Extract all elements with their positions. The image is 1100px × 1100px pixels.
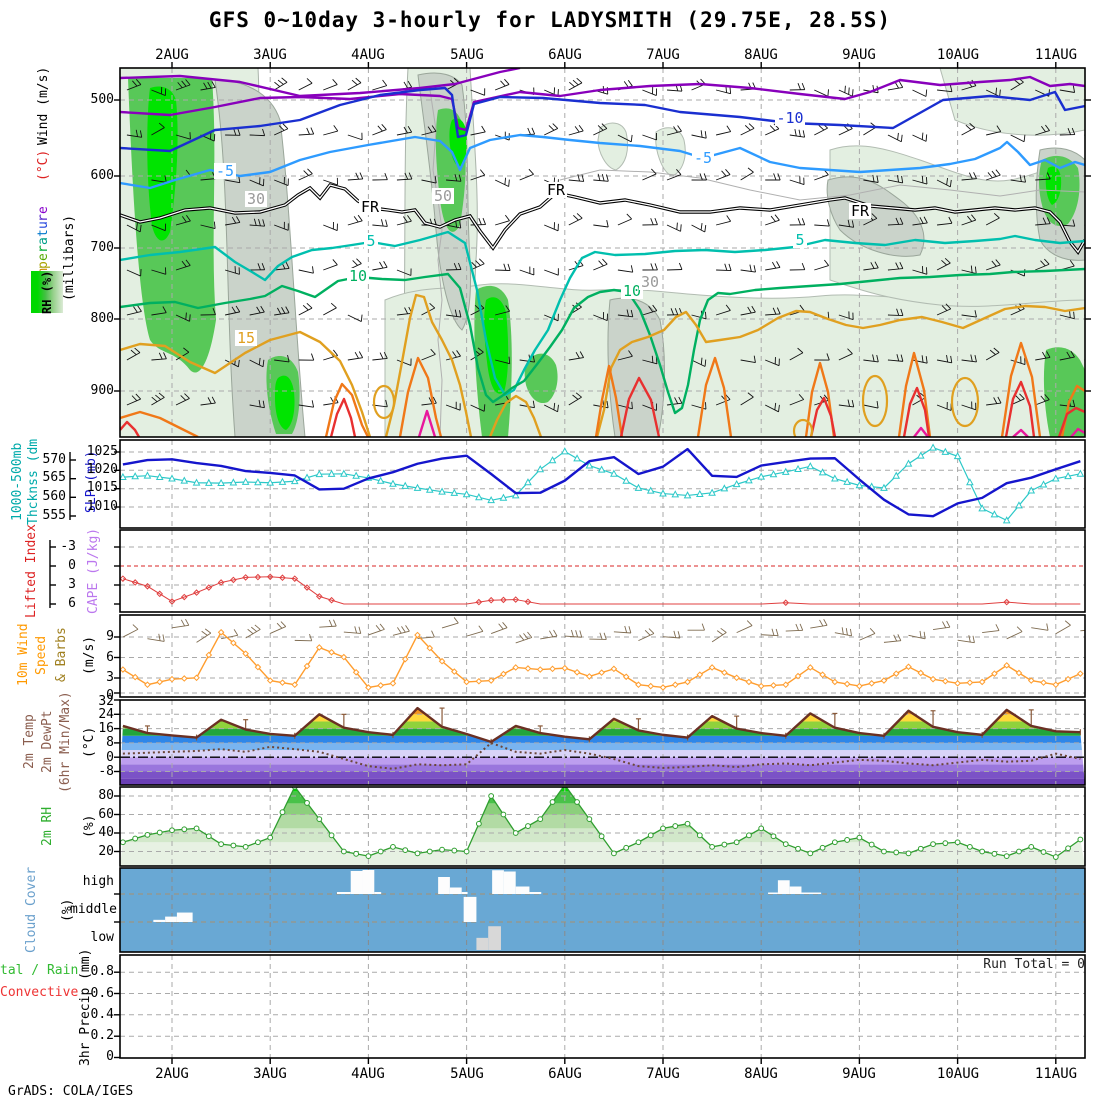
top-date-5aug: 5AUG [450, 47, 484, 63]
rh-tick-60: 60 [98, 807, 114, 822]
slp-tick-1025: 1025 [86, 444, 118, 459]
pressure-tick-700: 700 [90, 240, 114, 255]
cloud-axis-label: Cloud Cover [24, 866, 39, 954]
wind-tick-6: 6 [106, 650, 114, 665]
cloud-row-high: high [82, 874, 114, 889]
svg-text:10: 10 [349, 267, 367, 285]
top-date-3aug: 3AUG [253, 47, 287, 63]
temp-tick-0: 0 [106, 750, 114, 765]
precip-convective-label: Convective [0, 985, 79, 1000]
rh-legend-label: RH (%) [40, 270, 54, 314]
cloud-row-low: low [90, 930, 114, 945]
bottom-date-5aug: 5AUG [450, 1066, 484, 1082]
t2m-axis-label-2: 2m DewPt [40, 710, 55, 774]
bottom-date-3aug: 3AUG [253, 1066, 287, 1082]
thickness-tick-560: 560 [42, 489, 66, 504]
pressure-tick-600: 600 [90, 168, 114, 183]
cape-axis-label: CAPE (J/kg) [86, 527, 101, 615]
rh-legend-swatch: RH (%) [31, 270, 63, 314]
bottom-date-2aug: 2AUG [155, 1066, 189, 1082]
svg-text:10: 10 [623, 282, 641, 300]
t2m-axis-label-3: (6hr Min/Max) [58, 691, 73, 793]
temp-tick-16: 16 [98, 721, 114, 736]
upper-tempunit-axis-label: (°C) [36, 149, 51, 181]
svg-text:-5: -5 [694, 149, 712, 167]
svg-text:-10: -10 [776, 109, 803, 127]
top-date-9aug: 9AUG [842, 47, 876, 63]
precip-tick-02: 0.2 [90, 1028, 114, 1043]
wind10-axis-label-2: Speed [34, 635, 49, 675]
pressure-tick-800: 800 [90, 311, 114, 326]
li-tick-neg3: -3 [60, 539, 76, 554]
thickness-tick-565: 565 [42, 470, 66, 485]
bottom-date-9aug: 9AUG [842, 1066, 876, 1082]
bottom-date-4aug: 4AUG [351, 1066, 385, 1082]
upper-wind-axis-label: Wind (m/s) [36, 66, 51, 146]
svg-text:5: 5 [795, 231, 804, 249]
rh2m-axis-label: 2m RH [40, 806, 55, 846]
svg-text:FR: FR [851, 202, 870, 220]
slp-tick-1015: 1015 [86, 480, 118, 495]
top-date-4aug: 4AUG [351, 47, 385, 63]
thickness-tick-555: 555 [42, 508, 66, 523]
precip-tick-0: 0 [106, 1049, 114, 1064]
top-date-8aug: 8AUG [744, 47, 778, 63]
lifted-index-axis-label: Lifted Index [24, 524, 39, 618]
svg-text:-5: -5 [216, 162, 234, 180]
temp-tick-24: 24 [98, 707, 114, 722]
top-date-10aug: 10AUG [936, 47, 980, 63]
svg-text:15: 15 [237, 329, 255, 347]
top-date-11aug: 11AUG [1034, 47, 1078, 63]
wind-tick-9: 9 [106, 629, 114, 644]
thickness-tick-570: 570 [42, 452, 66, 467]
pressure-axis-label: (millibars) [62, 214, 77, 301]
temp-tick-32: 32 [98, 694, 114, 709]
wind10-axis-label-3: & Barbs [54, 627, 69, 683]
top-date-2aug: 2AUG [155, 47, 189, 63]
temp-tick-neg8: -8 [98, 764, 114, 779]
precip-tick-08: 0.8 [90, 964, 114, 979]
svg-text:FR: FR [361, 198, 380, 216]
svg-text:FR: FR [547, 181, 566, 199]
top-date-7aug: 7AUG [646, 47, 680, 63]
precip-tick-04: 0.4 [90, 1007, 114, 1022]
precip-rain-label: tal / Rain [0, 963, 79, 978]
temp-tick-8: 8 [106, 735, 114, 750]
svg-text:30: 30 [247, 190, 265, 208]
wind-tick-0: 0 [106, 688, 114, 703]
bottom-date-8aug: 8AUG [744, 1066, 778, 1082]
precip-tick-06: 0.6 [90, 986, 114, 1001]
svg-text:30: 30 [641, 273, 659, 291]
svg-text:50: 50 [434, 187, 452, 205]
rh-tick-40: 40 [98, 825, 114, 840]
wind-tick-3: 3 [106, 670, 114, 685]
li-tick-3: 3 [68, 577, 76, 592]
pressure-tick-500: 500 [90, 92, 114, 107]
pressure-tick-900: 900 [90, 383, 114, 398]
rh-tick-20: 20 [98, 844, 114, 859]
run-total-text: Run Total = 0 [983, 957, 1085, 972]
slp-tick-1020: 1020 [86, 462, 118, 477]
thickness-axis-label-1: 1000-500mb [10, 442, 25, 522]
li-tick-0: 0 [68, 558, 76, 573]
top-date-6aug: 6AUG [548, 47, 582, 63]
bottom-date-7aug: 7AUG [646, 1066, 680, 1082]
page-title: GFS 0~10day 3-hourly for LADYSMITH (29.7… [208, 8, 892, 32]
t2m-axis-label-1: 2m Temp [22, 714, 37, 770]
bottom-date-6aug: 6AUG [548, 1066, 582, 1082]
svg-text:5: 5 [366, 232, 375, 250]
grads-credit: GrADS: COLA/IGES [8, 1084, 134, 1099]
wind10-axis-label-1: 10m Wind [16, 623, 31, 687]
bottom-date-11aug: 11AUG [1034, 1066, 1078, 1082]
slp-tick-1010: 1010 [86, 499, 118, 514]
cloud-row-middle: middle [70, 902, 117, 917]
thickness-axis-label-2: Thcknss (dm [26, 438, 41, 526]
bottom-date-10aug: 10AUG [936, 1066, 980, 1082]
rh-tick-80: 80 [98, 788, 114, 803]
li-tick-6: 6 [68, 596, 76, 611]
